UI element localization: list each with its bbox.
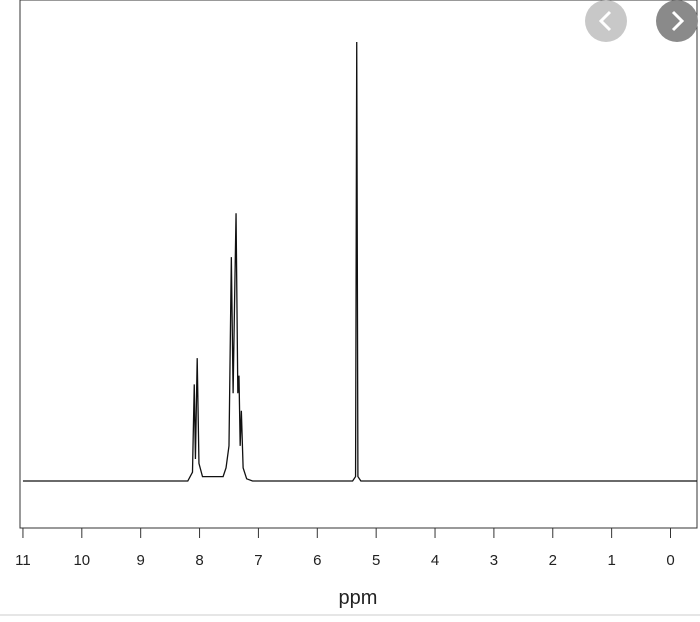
x-tick-label: 7 [254,552,262,569]
x-tick-label: 11 [15,552,31,569]
prev-icon[interactable] [598,10,612,32]
x-tick-label: 3 [490,552,498,569]
prev-circle[interactable] [585,0,627,42]
x-axis-label: ppm [339,587,378,609]
next-circle[interactable] [656,0,698,42]
x-tick-label: 9 [137,552,145,569]
x-tick-label: 10 [73,552,90,569]
x-tick-label: 2 [549,552,557,569]
plot-frame [19,0,698,529]
x-tick-label: 8 [195,552,203,569]
spectrum-line [22,41,697,482]
x-tick-label: 4 [431,552,439,569]
prev-button[interactable] [585,0,627,42]
x-tick-label: 0 [666,552,674,569]
x-tick-label: 6 [313,552,321,569]
next-icon[interactable] [671,10,685,32]
x-tick-label: 5 [372,552,380,569]
next-button[interactable] [656,0,698,42]
x-tick-label: 1 [607,552,615,569]
